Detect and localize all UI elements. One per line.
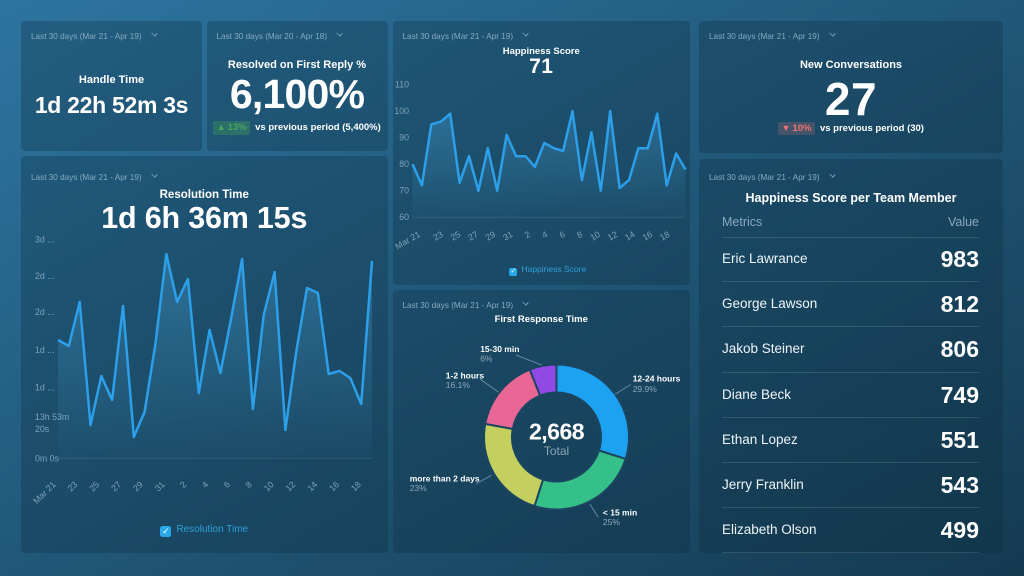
svg-text:16: 16 bbox=[640, 229, 654, 243]
svg-text:0m 0s: 0m 0s bbox=[35, 454, 60, 464]
svg-text:90: 90 bbox=[399, 133, 409, 143]
svg-text:8: 8 bbox=[575, 229, 584, 240]
svg-text:1d ...: 1d ... bbox=[35, 383, 55, 393]
svg-text:13h 53m: 13h 53m bbox=[35, 412, 69, 422]
svg-text:2d ...: 2d ... bbox=[35, 271, 55, 281]
svg-text:10: 10 bbox=[262, 479, 276, 493]
svg-text:6%: 6% bbox=[480, 354, 493, 364]
svg-text:6: 6 bbox=[557, 229, 566, 240]
svg-text:23: 23 bbox=[431, 229, 445, 243]
svg-text:Mar 21: Mar 21 bbox=[393, 229, 422, 251]
svg-text:1-2 hours: 1-2 hours bbox=[445, 371, 484, 381]
svg-text:18: 18 bbox=[349, 479, 363, 493]
svg-text:27: 27 bbox=[466, 229, 480, 243]
svg-text:31: 31 bbox=[153, 479, 167, 493]
svg-text:14: 14 bbox=[623, 229, 637, 243]
svg-text:29.9%: 29.9% bbox=[632, 384, 657, 394]
svg-text:29: 29 bbox=[483, 229, 497, 243]
svg-text:3d ...: 3d ... bbox=[35, 235, 55, 245]
svg-text:4: 4 bbox=[200, 479, 211, 490]
svg-text:25: 25 bbox=[448, 229, 462, 243]
svg-text:80: 80 bbox=[399, 159, 409, 169]
svg-text:110: 110 bbox=[394, 80, 408, 90]
svg-text:25%: 25% bbox=[602, 517, 619, 527]
svg-text:Total: Total bbox=[543, 444, 568, 458]
svg-text:12-24 hours: 12-24 hours bbox=[632, 374, 680, 384]
svg-text:12: 12 bbox=[605, 229, 619, 243]
svg-text:2: 2 bbox=[178, 479, 189, 490]
svg-text:23: 23 bbox=[66, 479, 80, 493]
svg-text:25: 25 bbox=[87, 479, 101, 493]
svg-text:15-30 min: 15-30 min bbox=[480, 344, 519, 354]
svg-text:more than 2 days: more than 2 days bbox=[409, 473, 479, 483]
svg-text:27: 27 bbox=[109, 479, 123, 493]
svg-text:18: 18 bbox=[658, 229, 672, 243]
svg-text:2: 2 bbox=[522, 229, 531, 240]
svg-text:Mar 21: Mar 21 bbox=[31, 479, 58, 506]
svg-text:2,668: 2,668 bbox=[528, 419, 584, 445]
svg-text:23%: 23% bbox=[409, 483, 426, 493]
svg-text:8: 8 bbox=[243, 479, 254, 490]
svg-text:4: 4 bbox=[540, 229, 549, 240]
svg-text:< 15 min: < 15 min bbox=[602, 507, 636, 517]
svg-text:6: 6 bbox=[222, 479, 233, 490]
svg-text:16: 16 bbox=[327, 479, 341, 493]
svg-text:60: 60 bbox=[399, 212, 409, 222]
svg-text:16.1%: 16.1% bbox=[445, 380, 470, 390]
svg-text:100: 100 bbox=[394, 106, 409, 116]
svg-text:31: 31 bbox=[501, 229, 515, 243]
svg-text:2d ...: 2d ... bbox=[35, 307, 55, 317]
svg-text:1d ...: 1d ... bbox=[35, 345, 55, 355]
svg-text:70: 70 bbox=[399, 186, 409, 196]
svg-text:14: 14 bbox=[305, 479, 319, 493]
svg-text:12: 12 bbox=[284, 479, 298, 493]
svg-text:20s: 20s bbox=[35, 424, 50, 434]
svg-text:29: 29 bbox=[131, 479, 145, 493]
svg-text:10: 10 bbox=[588, 229, 602, 243]
